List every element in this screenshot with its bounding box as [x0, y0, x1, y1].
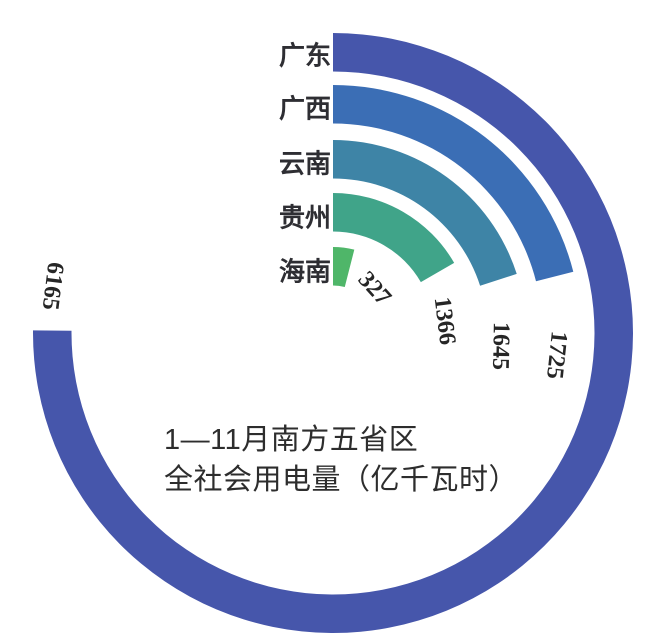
category-label: 海南	[278, 256, 331, 287]
category-label: 贵州	[278, 202, 331, 233]
category-label: 云南	[278, 148, 331, 179]
chart-title: 1—11月南方五省区 全社会用电量（亿千瓦时）	[164, 420, 518, 500]
chart-title-line2: 全社会用电量（亿千瓦时）	[164, 464, 519, 496]
value-label: 1725	[541, 329, 572, 381]
category-label: 广西	[278, 93, 331, 124]
arc-group	[32, 33, 633, 633]
arc-segment-1	[333, 85, 574, 282]
value-label: 1366	[428, 295, 461, 347]
category-label: 广东	[278, 40, 331, 71]
arc-segment-4	[333, 247, 355, 287]
chart-title-line1: 1—11月南方五省区	[164, 424, 419, 456]
value-label: 1645	[487, 321, 514, 371]
arc-segment-2	[333, 139, 517, 286]
arc-segment-0	[32, 33, 633, 633]
arc-segment-3	[333, 193, 455, 283]
